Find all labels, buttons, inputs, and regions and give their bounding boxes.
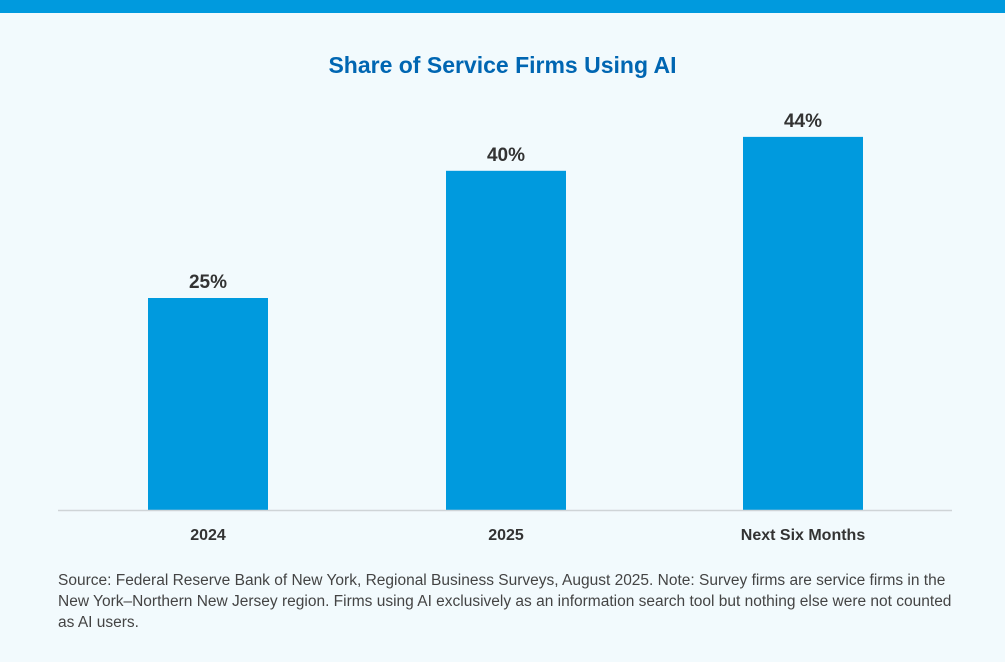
data-label: 40%: [487, 145, 525, 166]
bar: [148, 298, 268, 510]
bar: [446, 170, 566, 511]
data-label: 25%: [189, 272, 227, 293]
bar: [743, 136, 863, 510]
category-label: Next Six Months: [741, 527, 866, 544]
chart-title: Share of Service Firms Using AI: [328, 52, 677, 78]
top-accent-bar: [0, 0, 1005, 13]
source-note: Source: Federal Reserve Bank of New York…: [58, 572, 952, 631]
category-label: 2024: [190, 527, 226, 544]
data-label: 44%: [784, 111, 822, 132]
category-label: 2025: [488, 527, 524, 544]
